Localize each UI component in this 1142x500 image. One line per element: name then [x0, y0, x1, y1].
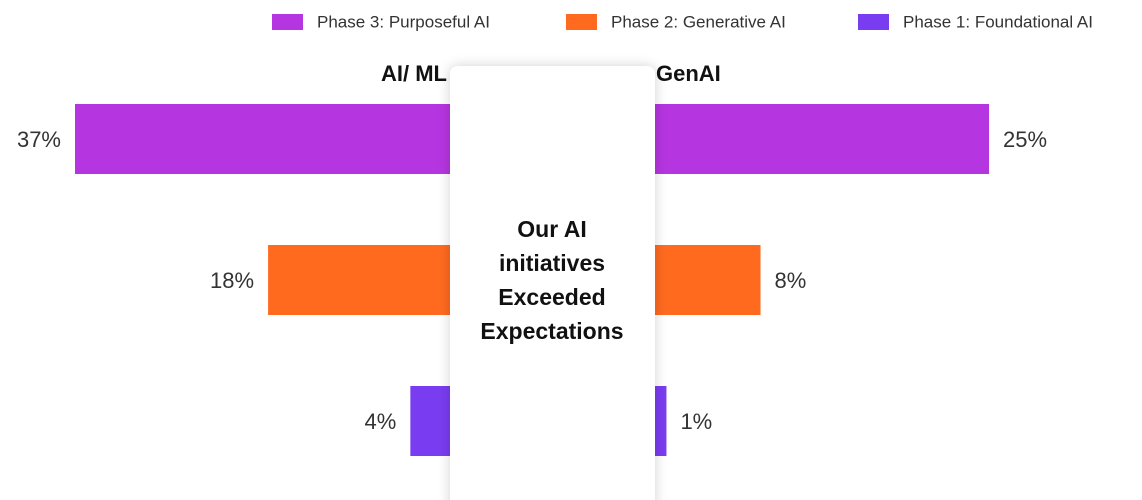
legend-swatch: [272, 14, 303, 30]
value-label: 1%: [680, 409, 712, 434]
panel-title: AI/ ML: [381, 61, 447, 86]
bar: [653, 104, 989, 174]
legend-text: Phase 3: Purposeful AI: [317, 12, 490, 31]
value-label: 18%: [210, 268, 254, 293]
value-label: 37%: [17, 127, 61, 152]
legend-text: Phase 1: Foundational AI: [903, 12, 1093, 31]
bar: [410, 386, 451, 456]
bar: [268, 245, 451, 315]
center-annotation: Our AI initiatives Exceeded Expectations: [480, 216, 624, 344]
value-label: 4%: [365, 409, 397, 434]
legend-swatch: [858, 14, 889, 30]
legend-swatch: [566, 14, 597, 30]
bar: [653, 245, 761, 315]
bar: [653, 386, 667, 456]
bar: [75, 104, 451, 174]
legend-text: Phase 2: Generative AI: [611, 12, 786, 31]
value-label: 8%: [775, 268, 807, 293]
value-label: 25%: [1003, 127, 1047, 152]
panel-title: GenAI: [656, 61, 721, 86]
center-card: [450, 66, 655, 500]
